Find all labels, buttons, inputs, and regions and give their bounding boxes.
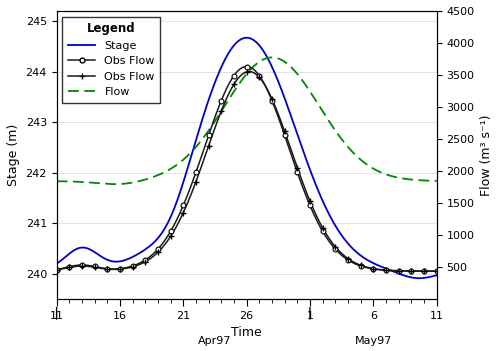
Y-axis label: Stage (m): Stage (m) <box>7 124 20 186</box>
Text: May97: May97 <box>354 336 392 346</box>
X-axis label: Time: Time <box>231 326 262 339</box>
Text: Apr97: Apr97 <box>198 336 232 346</box>
Y-axis label: Flow (m³ s⁻¹): Flow (m³ s⁻¹) <box>480 114 493 196</box>
Legend: Stage, Obs Flow, Obs Flow, Flow: Stage, Obs Flow, Obs Flow, Flow <box>62 16 160 103</box>
